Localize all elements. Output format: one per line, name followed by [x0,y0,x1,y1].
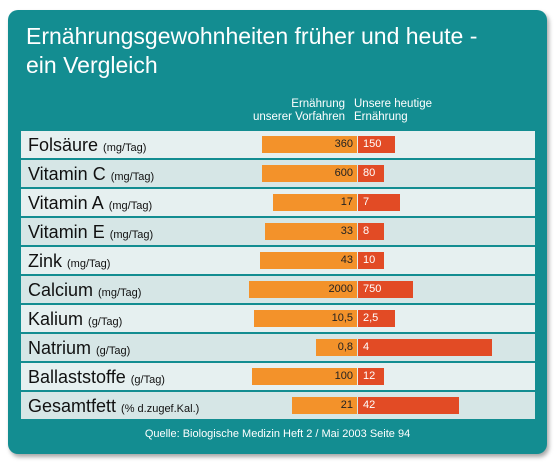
nutrient-unit: (mg/Tag) [109,229,154,241]
source-note: Quelle: Biologische Medizin Heft 2 / Mai… [144,428,411,440]
chart-panel: Ernährungsgewohnheiten früher und heute … [8,10,547,454]
table-row: Gesamtfett (% d.zugef.Kal.) 21 42 [21,392,535,419]
table-row: Vitamin A (mg/Tag) 17 7 [21,189,535,216]
table-row: Calcium (mg/Tag) 2000 750 [21,276,535,303]
nutrient-unit: (mg/Tag) [103,142,147,154]
bar-old-diet: 2000 [249,281,357,298]
bar-new-diet: 8 [358,223,384,240]
nutrient-unit: (% d.zugef.Kal.) [121,403,200,415]
nutrient-name: Gesamtfett [28,396,117,416]
bar-old-diet: 100 [252,368,357,385]
bar-old-diet: 43 [260,252,357,269]
bar-new-diet: 42 [358,397,459,414]
nutrient-label: Folsäure (mg/Tag) [28,134,146,156]
table-row: Zink (mg/Tag) 43 10 [21,247,535,274]
nutrient-label: Vitamin C (mg/Tag) [28,163,154,185]
bar-new-diet: 80 [358,165,384,182]
table-row: Natrium (g/Tag) 0,8 4 [21,334,535,361]
nutrient-name: Vitamin A [28,193,104,213]
legend-old-line-2: unserer Vorfahren [252,111,345,123]
nutrient-unit: (mg/Tag) [98,287,142,299]
bar-old-diet: 10,5 [254,310,357,327]
legend-new-line-2: Ernährung [354,111,408,123]
bar-old-diet: 0,8 [316,339,357,356]
nutrient-unit: (mg/Tag) [110,171,155,183]
comparison-table: Folsäure (mg/Tag) 360 150 Vitamin C (mg/Tag) 6… [21,131,535,421]
bar-new-diet: 10 [358,252,384,269]
nutrient-name: Zink [28,251,63,271]
bar-new-diet: 4 [358,339,492,356]
table-row: Folsäure (mg/Tag) 360 150 [21,131,535,158]
bar-new-diet: 12 [358,368,384,385]
nutrient-name: Kalium [28,309,84,329]
nutrient-name: Vitamin C [28,164,106,184]
legend-new-line-1: Unsere heutige [354,98,432,110]
bar-new-diet: 7 [358,194,400,211]
table-row: Vitamin C (mg/Tag) 600 80 [21,160,535,187]
bar-new-diet: 2,5 [358,310,395,327]
nutrient-name: Vitamin E [28,222,105,242]
legend-old-diet: Ernährung unserer Vorfahren [233,98,345,124]
title-line-1: Ernährungsgewohnheiten früher und heute … [26,23,478,49]
nutrient-name: Ballaststoffe [28,367,126,387]
nutrient-name: Calcium [28,280,94,300]
chart-title: Ernährungsgewohnheiten früher und heute … [26,22,526,80]
bar-old-diet: 17 [273,194,357,211]
nutrient-label: Natrium (g/Tag) [28,337,130,359]
nutrient-label: Kalium (g/Tag) [28,308,122,330]
bar-old-diet: 33 [265,223,357,240]
nutrient-label: Ballaststoffe (g/Tag) [28,366,165,388]
nutrient-name: Natrium [28,338,92,358]
table-row: Vitamin E (mg/Tag) 33 8 [21,218,535,245]
nutrient-label: Vitamin A (mg/Tag) [28,192,152,214]
bar-new-diet: 750 [358,281,413,298]
nutrient-label: Calcium (mg/Tag) [28,279,141,301]
nutrient-name: Folsäure [28,135,99,155]
nutrient-unit: (mg/Tag) [108,200,153,212]
legend-new-diet: Unsere heutige Ernährung [354,98,474,124]
nutrient-unit: (g/Tag) [88,316,123,328]
bar-old-diet: 600 [262,165,357,182]
table-row: Kalium (g/Tag) 10,5 2,5 [21,305,535,332]
nutrient-label: Vitamin E (mg/Tag) [28,221,153,243]
nutrient-unit: (mg/Tag) [67,258,111,270]
bar-old-diet: 360 [262,136,357,153]
bar-old-diet: 21 [292,397,357,414]
nutrient-unit: (g/Tag) [96,345,131,357]
nutrient-label: Gesamtfett (% d.zugef.Kal.) [28,395,199,417]
table-row: Ballaststoffe (g/Tag) 100 12 [21,363,535,390]
nutrient-unit: (g/Tag) [130,374,165,386]
bar-new-diet: 150 [358,136,395,153]
nutrient-label: Zink (mg/Tag) [28,250,110,272]
legend-old-line-1: Ernährung [291,98,345,110]
title-line-2: ein Vergleich [26,52,158,78]
